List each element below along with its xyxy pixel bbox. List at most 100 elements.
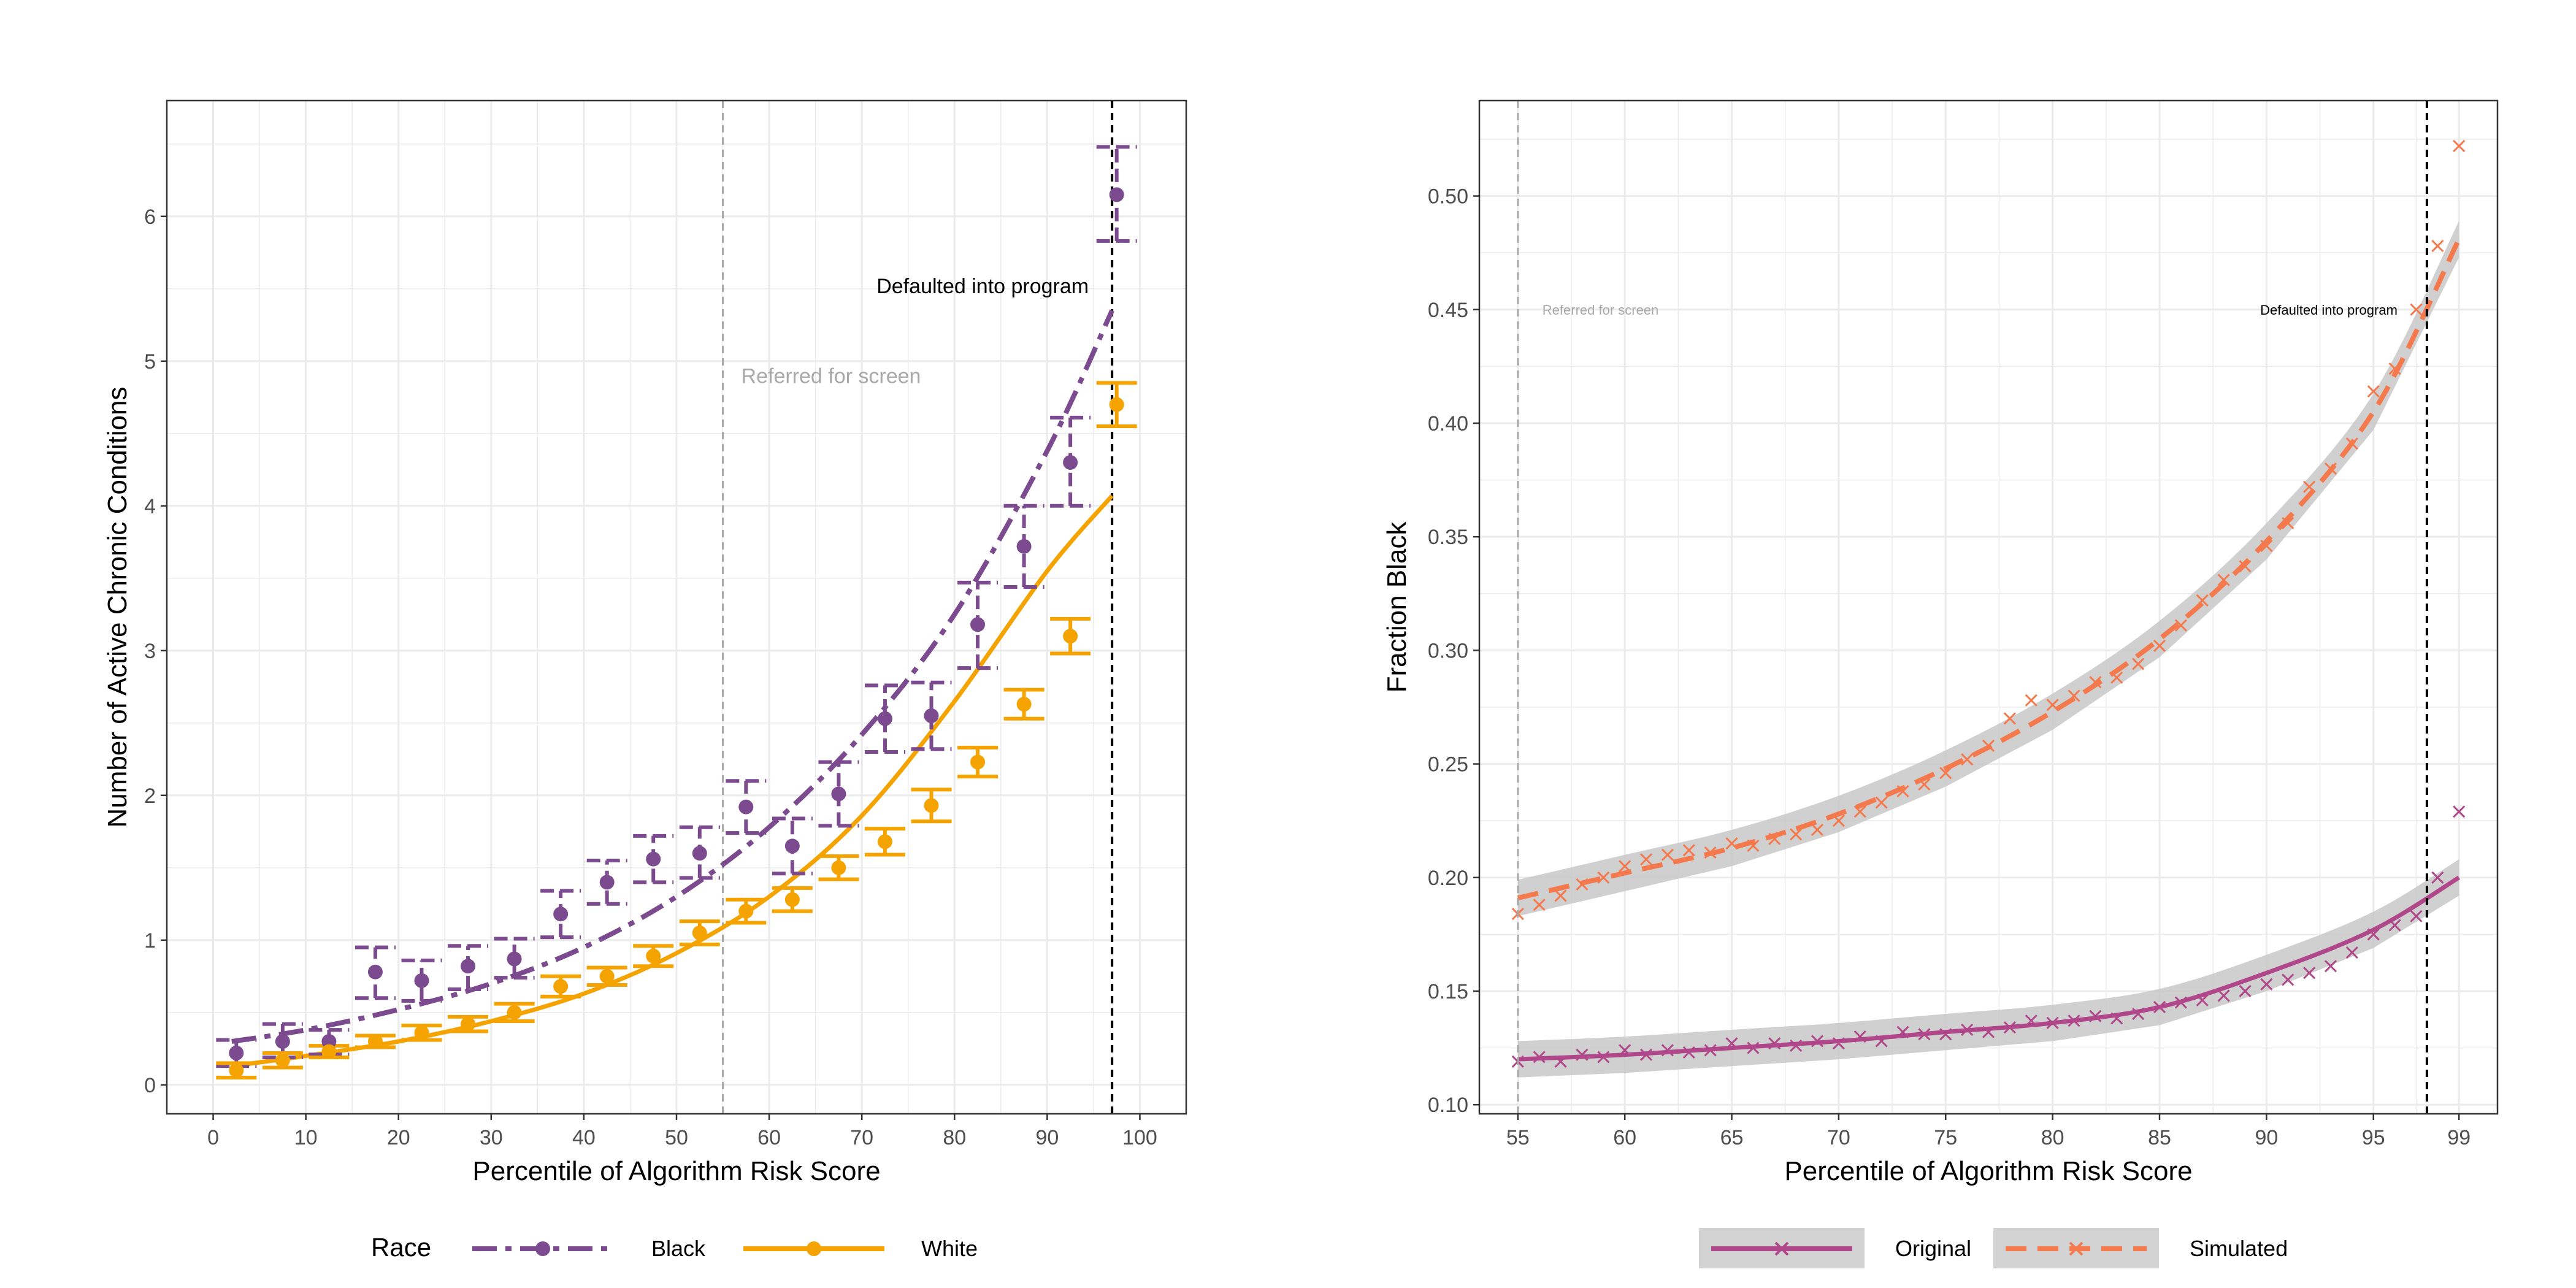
point-simulated [2025,694,2037,707]
point-simulated [1639,853,1653,866]
race-legend-title: Race [371,1233,431,1262]
point-original [1811,1035,1824,1048]
point-original [1982,1025,1995,1038]
point-original [2068,1014,2080,1027]
y-tick-label: 2 [144,784,156,808]
x-tick-label: 60 [757,1126,781,1149]
y-tick-label: 0.10 [1428,1094,1468,1117]
point-original [1639,1048,1653,1061]
x-tick-label: 99 [2447,1126,2471,1149]
point-simulated [2324,462,2337,475]
point-original [1875,1035,1888,1048]
point-white [877,834,892,849]
point-black [970,617,986,632]
point-simulated [1576,878,1589,891]
point-simulated [2453,140,2466,153]
legend-label-white: White [921,1236,978,1261]
y-tick-label: 5 [144,350,156,374]
y-tick-label: 0.35 [1428,526,1468,549]
point-simulated [1619,860,1631,873]
point-black [784,838,800,854]
legend-label-black: Black [651,1236,706,1261]
left-annotation-defaulted-into-program: Defaulted into program [876,275,1089,298]
point-original [2260,978,2273,991]
left-chart-panel: 0 10 20 30 40 50 60 70 80 90 100 0 1 2 3 4 5 6 Referred … [102,99,1187,1186]
point-simulated [1661,848,1674,861]
point-white [461,1016,476,1032]
y-tick-label: 0.30 [1428,639,1468,662]
point-simulated [2303,480,2316,493]
point-black [507,951,522,967]
legend-key-black [472,1241,613,1256]
point-black [646,851,661,867]
point-original [1790,1039,1803,1052]
x-tick-label: 10 [294,1126,318,1149]
point-black [738,799,754,815]
fit-curve-simulated [1517,238,2461,901]
race-legend: Race Black White [371,1233,978,1262]
left-grid [167,101,1186,1114]
point-black [831,786,846,802]
point-black [414,973,429,988]
x-tick-label: 30 [480,1126,503,1149]
y-tick-label: 1 [144,929,156,953]
point-simulated [2089,676,2102,689]
right-fitted-curves [1517,238,2461,1062]
y-tick-label: 0.50 [1428,185,1468,209]
point-simulated [1961,753,1974,766]
point-black [1063,455,1078,470]
point-original [2453,805,2466,818]
point-black [229,1045,244,1060]
point-simulated [2132,657,2145,670]
right-annotation-referred-for-screen: Referred for screen [1543,302,1659,318]
fit-curve-original [1517,875,2461,1062]
left-annotation-referred-for-screen: Referred for screen [742,364,921,388]
point-simulated [2431,239,2444,253]
x-tick-label: 75 [1934,1126,1957,1149]
point-original [2282,973,2294,986]
point-original [2388,919,2401,932]
point-original [1597,1051,1610,1064]
point-original [2239,984,2252,998]
point-original [2303,967,2316,979]
legend-marker-black [535,1241,550,1256]
point-simulated [1918,778,1931,791]
left-x-axis-ticks: 0 10 20 30 40 50 60 70 80 90 100 [207,1114,1157,1149]
point-simulated [2367,385,2380,398]
point-white [924,798,939,813]
point-simulated [1554,889,1567,902]
point-original [2153,1000,2166,1013]
point-simulated [1768,832,1781,845]
point-white [367,1034,383,1049]
y-tick-label: 0.40 [1428,412,1468,435]
y-tick-label: 6 [144,205,156,229]
point-original [1896,1025,1909,1038]
x-tick-label: 70 [850,1126,873,1149]
point-white [229,1063,244,1078]
right-y-axis-ticks: 0.10 0.15 0.20 0.25 0.30 0.35 0.40 0.45 0.50 [1428,185,1479,1117]
point-white [738,903,754,919]
left-y-axis-label: Number of Active Chronic Conditions [102,387,132,828]
point-simulated [1982,739,1995,753]
point-original [2367,928,2380,941]
point-white [275,1052,290,1068]
left-threshold-lines [722,101,1114,1114]
point-white [414,1025,429,1040]
left-y-axis-ticks: 0 1 2 3 4 5 6 [144,205,167,1097]
right-y-axis-label: Fraction Black [1382,521,1412,693]
point-simulated [1597,871,1610,884]
point-white [692,926,707,940]
point-original [1661,1044,1674,1057]
point-original [2345,946,2358,959]
point-simulated [2174,619,2187,632]
point-white [1063,629,1078,644]
point-simulated [2196,594,2209,607]
point-original [1832,1037,1845,1050]
point-black [367,964,383,979]
y-tick-label: 0.20 [1428,867,1468,890]
legend-label-simulated: Simulated [2190,1236,2288,1261]
point-simulated [2410,303,2423,316]
point-original [1576,1048,1589,1061]
right-points [1511,140,2466,1068]
x-tick-label: 0 [207,1126,219,1149]
